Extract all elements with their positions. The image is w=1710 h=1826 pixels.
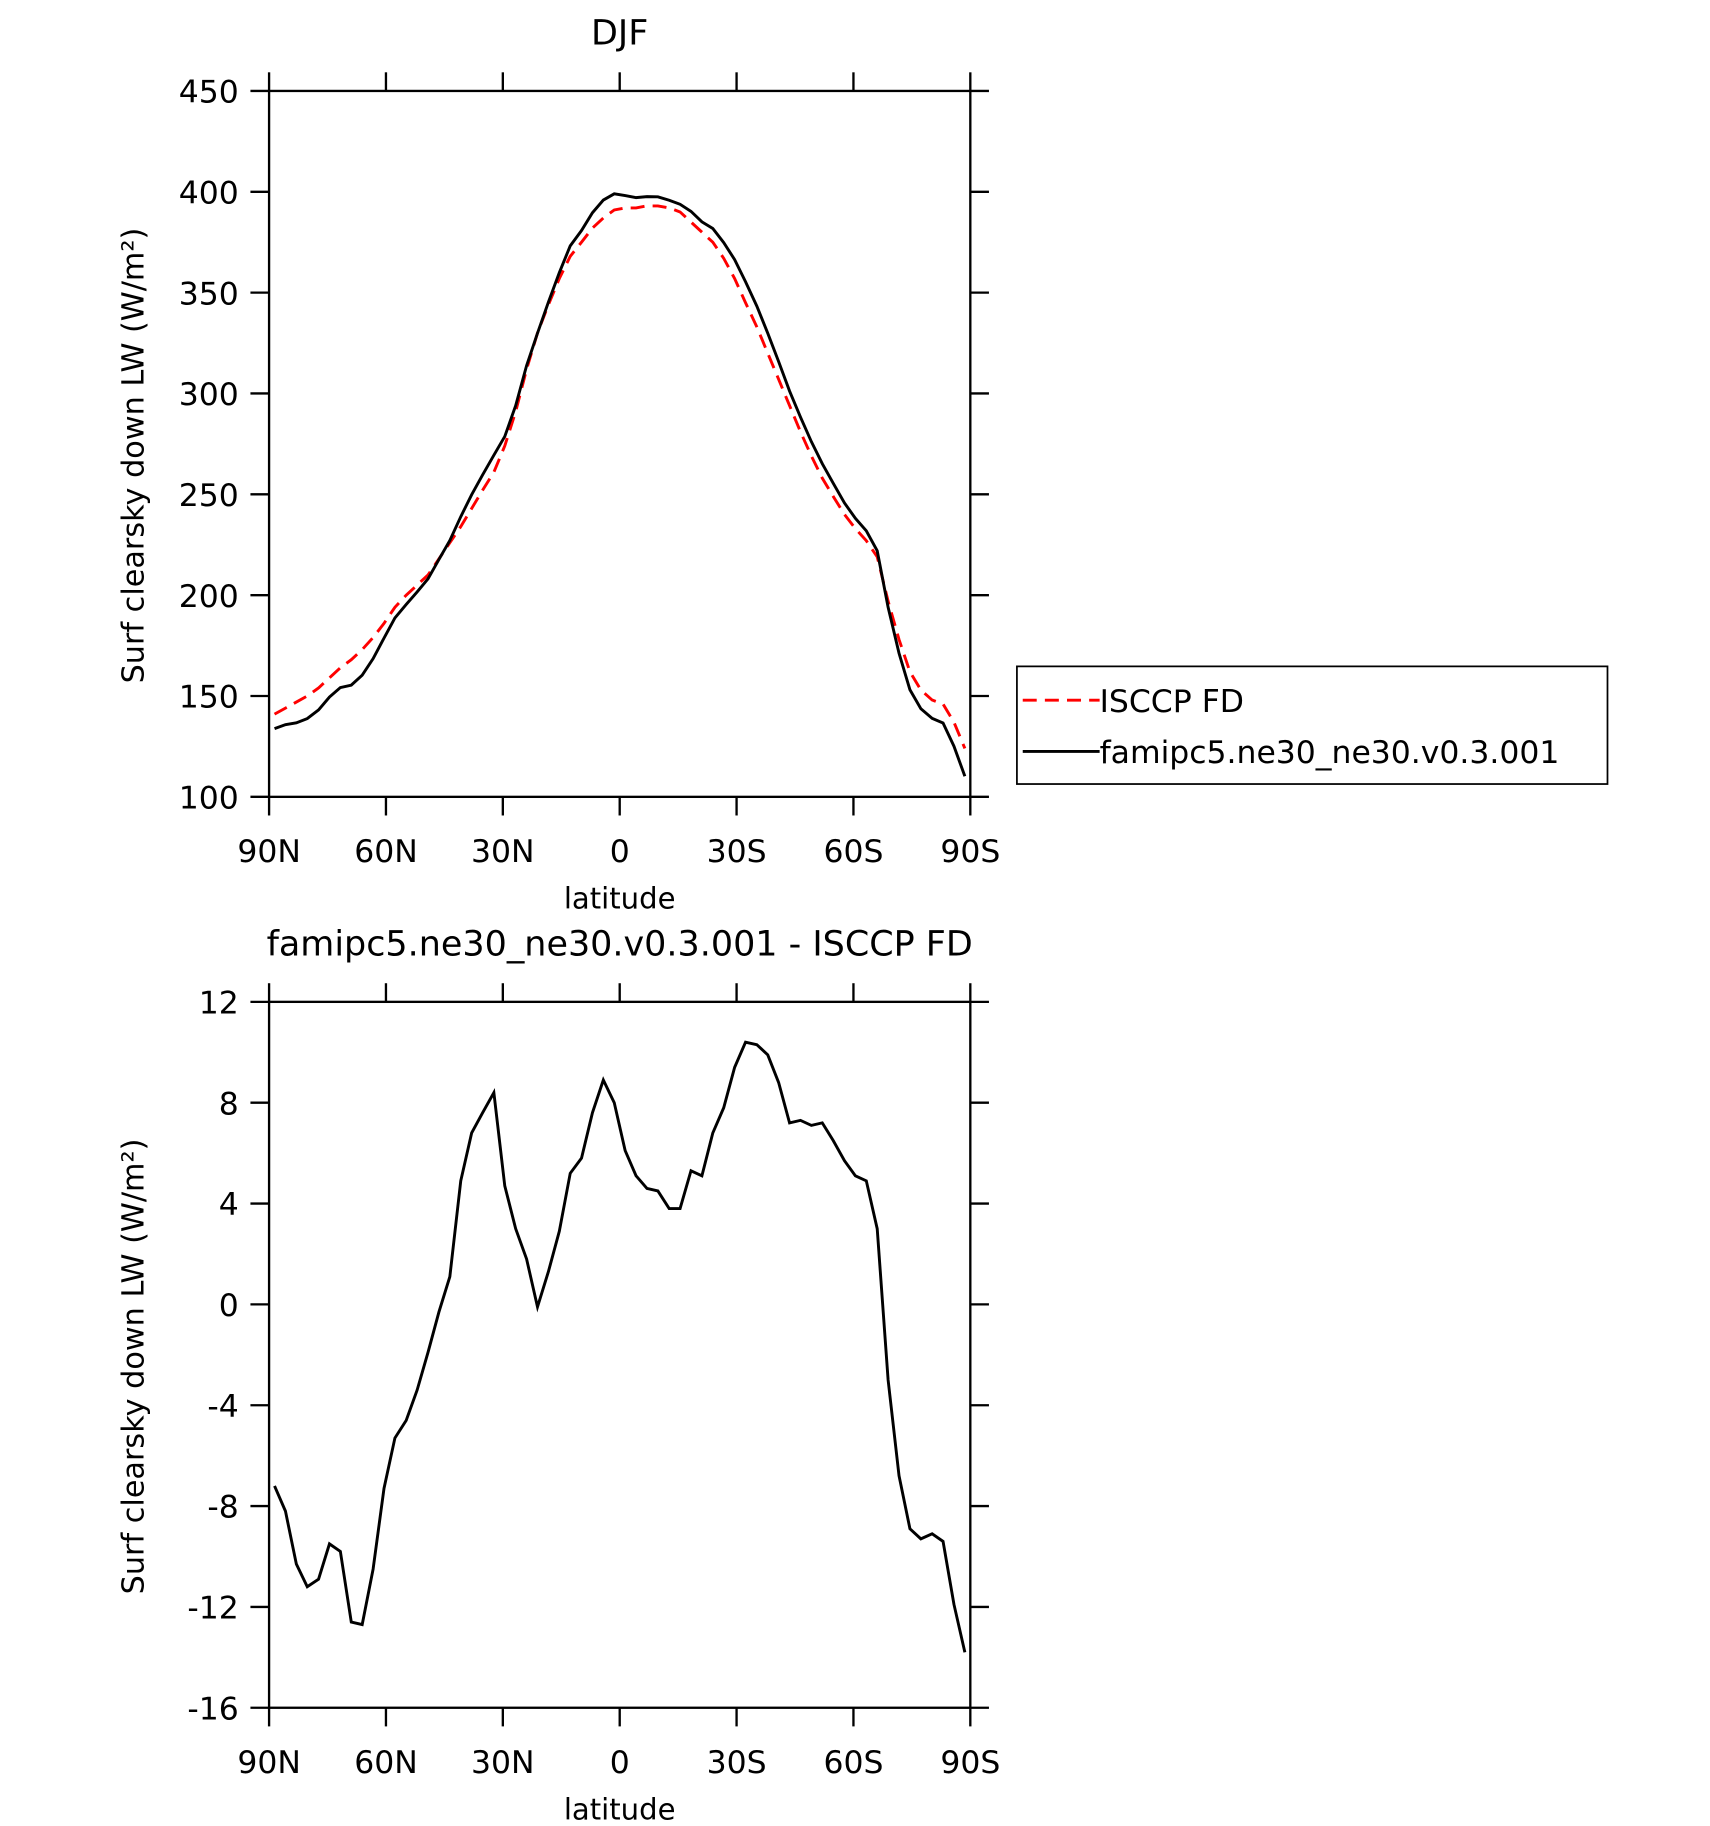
data-line — [273, 204, 967, 750]
x-axis-label: latitude — [564, 1793, 676, 1822]
x-tick-label: 60S — [823, 1745, 883, 1781]
y-tick-label: 8 — [219, 1086, 239, 1122]
y-tick-label: -12 — [187, 1591, 238, 1627]
chart-title: famipc5.ne30_ne30.v0.3.001 - ISCCP FD — [267, 924, 973, 964]
y-tick-label: -16 — [187, 1691, 238, 1727]
x-tick-label: 30N — [471, 1745, 535, 1781]
y-tick-label: 250 — [179, 478, 239, 514]
x-tick-label: 0 — [610, 834, 630, 870]
chart-title: DJF — [591, 13, 648, 53]
x-tick-label: 0 — [610, 1745, 630, 1781]
y-tick-label: 12 — [199, 986, 239, 1022]
x-tick-label: 60N — [354, 834, 418, 870]
y-tick-label: -4 — [207, 1389, 238, 1425]
x-tick-label: 30S — [707, 834, 767, 870]
x-tick-label: 90N — [237, 834, 301, 870]
x-tick-label: 60N — [354, 1745, 418, 1781]
x-tick-label: 90N — [237, 1745, 301, 1781]
legend-label: ISCCP FD — [1100, 684, 1244, 720]
y-tick-label: 350 — [179, 276, 239, 312]
y-axis-label: Surf clearsky down LW (W/m²) — [116, 1139, 151, 1595]
y-tick-label: 0 — [219, 1288, 239, 1324]
x-axis-label: latitude — [564, 882, 676, 916]
y-tick-label: 450 — [179, 75, 239, 111]
y-tick-label: -8 — [207, 1490, 238, 1526]
x-tick-label: 30N — [471, 834, 535, 870]
y-tick-label: 150 — [179, 680, 239, 716]
legend-label: famipc5.ne30_ne30.v0.3.001 — [1100, 735, 1560, 771]
y-tick-label: 300 — [179, 377, 239, 413]
x-tick-label: 90S — [940, 1745, 1000, 1781]
y-tick-label: 4 — [219, 1187, 239, 1223]
x-tick-label: 30S — [707, 1745, 767, 1781]
y-tick-label: 100 — [179, 780, 239, 816]
y-tick-label: 200 — [179, 579, 239, 615]
plot-frame — [267, 89, 972, 799]
x-tick-label: 90S — [940, 834, 1000, 870]
plot-frame — [267, 1000, 972, 1709]
data-line — [274, 192, 967, 777]
y-axis-label: Surf clearsky down LW (W/m²) — [116, 228, 151, 684]
x-tick-label: 60S — [823, 834, 883, 870]
y-tick-label: 400 — [179, 175, 239, 211]
data-line — [273, 1040, 967, 1653]
legend-box — [1016, 665, 1609, 785]
